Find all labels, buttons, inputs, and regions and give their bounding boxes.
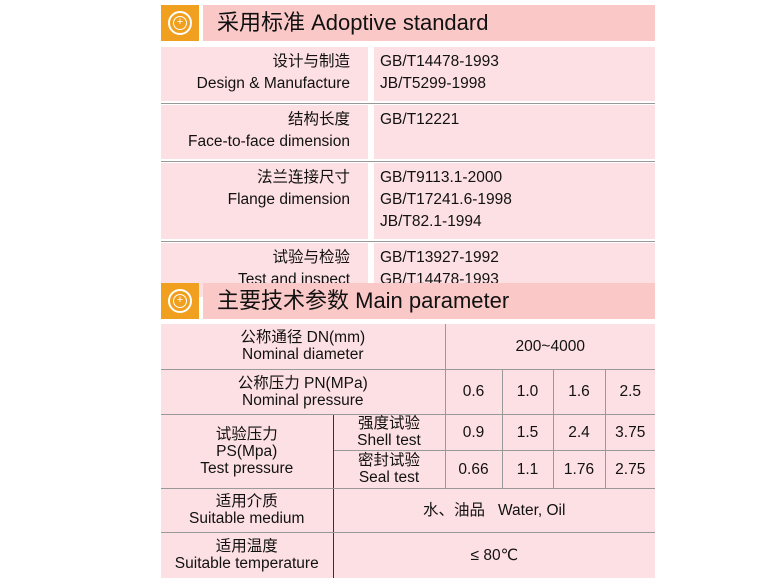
value-cell: GB/T12221 bbox=[374, 105, 655, 159]
section-title: 主要技术参数 Main parameter bbox=[203, 283, 655, 319]
table-row: 适用介质 Suitable medium 水、油品 Water, Oil bbox=[161, 487, 655, 533]
label-zh: 法兰连接尺寸 bbox=[256, 169, 350, 186]
label-en: Flange dimension bbox=[227, 191, 350, 208]
value-cell: 0.9 bbox=[444, 413, 503, 451]
label-en: Seal test bbox=[358, 469, 420, 486]
table-row: 适用温度 Suitable temperature ≤ 80℃ bbox=[161, 531, 655, 578]
label-en: Nominal diameter bbox=[242, 346, 364, 364]
standard-code: JB/T82.1-1994 bbox=[380, 213, 482, 230]
section-header-main-parameter: + 主要技术参数 Main parameter bbox=[161, 283, 655, 319]
value-cell: GB/T9113.1-2000 GB/T17241.6-1998 JB/T82.1-… bbox=[374, 163, 655, 239]
value-cell: ≤ 80℃ bbox=[332, 531, 655, 578]
row-divider bbox=[161, 241, 655, 242]
table-row: 结构长度 Face-to-face dimension GB/T12221 bbox=[161, 105, 655, 159]
value-cell: 0.6 bbox=[444, 368, 503, 415]
table-row: 公称通径 DN(mm) Nominal diameter 200~4000 bbox=[161, 324, 655, 370]
label-en: Suitable medium bbox=[189, 510, 305, 527]
table-row: 密封试验 Seal test 0.66 1.1 1.76 2.75 bbox=[161, 449, 655, 489]
table-row: 公称压力 PN(MPa) Nominal pressure 0.6 1.0 1.6… bbox=[161, 368, 655, 415]
table-row: 设计与制造 Design & Manufacture GB/T14478-1993 J… bbox=[161, 47, 655, 101]
value-cell: 0.66 bbox=[444, 449, 503, 489]
label-cell: 设计与制造 Design & Manufacture bbox=[161, 47, 368, 101]
value-cell: 2.75 bbox=[604, 449, 655, 489]
value-cell: 1.76 bbox=[552, 449, 606, 489]
row-divider bbox=[161, 103, 655, 104]
table-row: 法兰连接尺寸 Flange dimension GB/T9113.1-2000 GB/… bbox=[161, 163, 655, 239]
section-header-adoptive-standard: + 采用标准 Adoptive standard bbox=[161, 5, 655, 41]
standards-table: 设计与制造 Design & Manufacture GB/T14478-1993 J… bbox=[161, 47, 655, 299]
value-cell: 1.6 bbox=[552, 368, 606, 415]
label-zh: 试验与检验 bbox=[272, 249, 350, 266]
value-cell: 2.5 bbox=[604, 368, 655, 415]
circle-cross-emblem-icon: + bbox=[161, 5, 199, 41]
label-zh: 结构长度 bbox=[287, 111, 350, 128]
value-cell: 3.75 bbox=[604, 413, 655, 451]
value-cell: 1.5 bbox=[501, 413, 554, 451]
standard-code: GB/T12221 bbox=[380, 111, 460, 128]
value-cell: 水、油品 Water, Oil bbox=[332, 487, 655, 533]
table-row: 试验压力 PS(Mpa) Test pressure 强度试验 Shell test … bbox=[161, 413, 655, 489]
value-cell: 2.4 bbox=[552, 413, 606, 451]
label-unit: PS(Mpa) bbox=[216, 442, 278, 460]
label-zh: 公称通径 DN(mm) bbox=[240, 329, 366, 347]
value-cell: 200~4000 bbox=[444, 324, 655, 370]
label-en: Design & Manufacture bbox=[196, 75, 350, 92]
label-en: Nominal pressure bbox=[242, 391, 364, 409]
label-cell: 法兰连接尺寸 Flange dimension bbox=[161, 163, 368, 239]
label-zh: 适用温度 bbox=[215, 538, 278, 556]
label-zh: 适用介质 bbox=[215, 493, 278, 510]
label-en: Face-to-face dimension bbox=[188, 133, 350, 150]
label-zh: 密封试验 bbox=[357, 452, 420, 469]
label-zh: 设计与制造 bbox=[272, 53, 350, 70]
standard-code: GB/T14478-1993 bbox=[380, 53, 499, 70]
standard-code: GB/T9113.1-2000 bbox=[380, 169, 503, 186]
value-cell: 1.0 bbox=[501, 368, 554, 415]
parameter-table: 公称通径 DN(mm) Nominal diameter 200~4000 公称压… bbox=[161, 324, 655, 578]
circle-cross-emblem-icon: + bbox=[161, 283, 199, 319]
standard-code: JB/T5299-1998 bbox=[380, 75, 486, 92]
label-zh: 强度试验 bbox=[357, 415, 420, 432]
label-zh: 公称压力 PN(MPa) bbox=[237, 374, 368, 392]
label-en: Shell test bbox=[357, 432, 421, 449]
value-cell: 1.1 bbox=[501, 449, 554, 489]
label-en: Test pressure bbox=[200, 459, 294, 477]
label-cell: 结构长度 Face-to-face dimension bbox=[161, 105, 368, 159]
value-cell: GB/T14478-1993 JB/T5299-1998 bbox=[374, 47, 655, 101]
label-zh: 试验压力 bbox=[215, 425, 278, 443]
label-en: Suitable temperature bbox=[174, 555, 319, 573]
standard-code: GB/T17241.6-1998 bbox=[380, 191, 512, 208]
section-title: 采用标准 Adoptive standard bbox=[203, 5, 655, 41]
row-divider bbox=[161, 161, 655, 162]
standard-code: GB/T13927-1992 bbox=[380, 249, 499, 266]
